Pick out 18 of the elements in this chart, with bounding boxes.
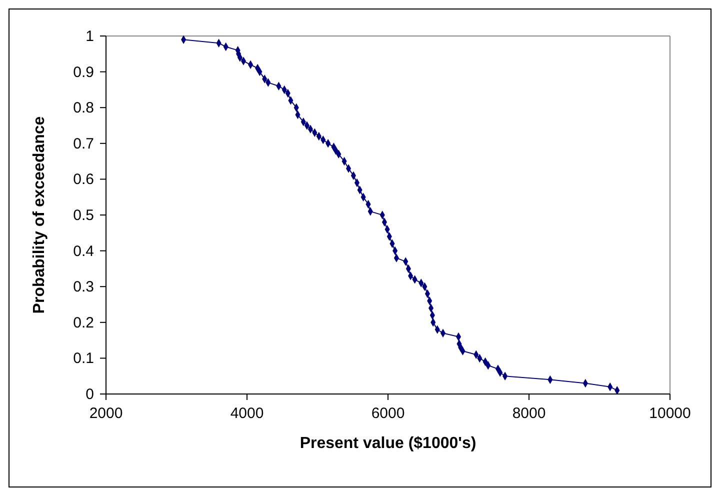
y-tick-label: 0.9	[73, 64, 94, 81]
y-tick-label: 0.3	[73, 278, 94, 296]
y-tick-label: 1	[86, 28, 94, 45]
x-tick-label: 4000	[230, 405, 264, 422]
x-axis-title: Present value ($1000's)	[300, 435, 476, 452]
y-axis-title: Probability of exceedance	[31, 116, 48, 314]
x-tick-label: 2000	[89, 405, 123, 422]
y-tick-label: 0.2	[73, 314, 94, 332]
x-tick-label: 10000	[649, 405, 691, 422]
y-tick-label: 0.8	[73, 100, 94, 117]
x-tick-label: 6000	[371, 405, 405, 422]
y-tick-label: 0.6	[73, 171, 94, 188]
x-tick-label: 8000	[512, 405, 546, 422]
y-tick-label: 0.7	[73, 135, 94, 152]
y-tick-label: 0	[86, 386, 94, 403]
y-tick-label: 0.4	[73, 242, 94, 260]
y-tick-label: 0.5	[73, 207, 94, 224]
y-tick-label: 0.1	[73, 350, 94, 368]
